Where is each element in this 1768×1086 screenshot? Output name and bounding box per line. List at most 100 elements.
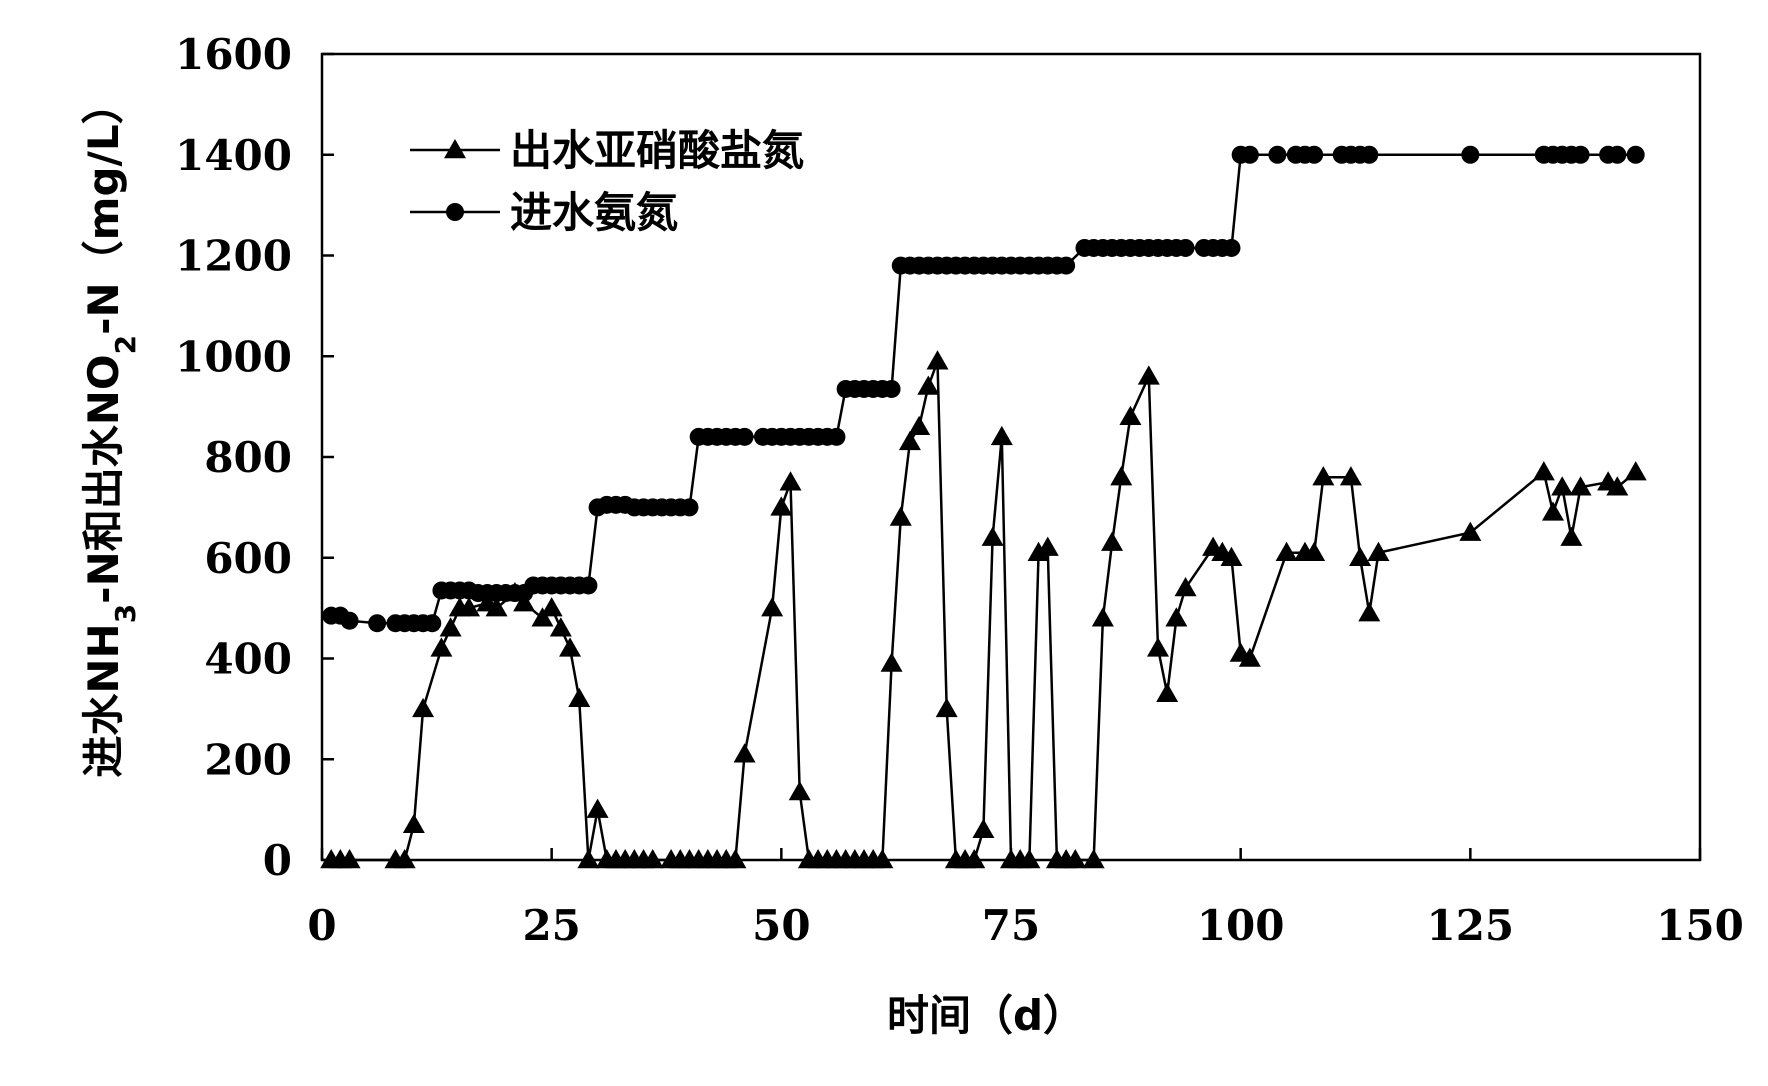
y-tick-label: 1200 <box>175 232 292 281</box>
data-point <box>1174 576 1197 597</box>
data-point <box>1339 466 1362 486</box>
x-tick-label: 125 <box>1426 901 1514 950</box>
data-point <box>1360 145 1379 164</box>
data-point <box>1119 405 1142 425</box>
data-point <box>761 597 784 617</box>
data-point <box>917 375 940 395</box>
data-point <box>1137 365 1160 385</box>
data-point <box>908 415 931 436</box>
data-point <box>1312 466 1335 486</box>
data-point <box>1542 501 1565 521</box>
data-point <box>935 697 958 718</box>
data-point <box>990 425 1013 446</box>
data-point <box>338 849 361 869</box>
data-point <box>402 813 425 833</box>
data-point <box>439 617 462 637</box>
data-point <box>340 611 359 630</box>
data-point <box>1057 256 1076 275</box>
data-point <box>540 597 563 617</box>
data-point <box>882 379 901 398</box>
data-point <box>1571 145 1590 164</box>
data-point <box>1305 145 1324 164</box>
y-tick-label: 0 <box>263 836 292 885</box>
data-point <box>1303 541 1326 561</box>
data-point <box>770 496 793 516</box>
data-point <box>641 849 664 869</box>
data-point <box>579 576 598 595</box>
data-point <box>1626 145 1645 164</box>
legend-item: 进水氨氮 <box>410 188 678 237</box>
data-point <box>1082 849 1105 869</box>
y-tick-label: 1400 <box>175 131 292 180</box>
data-point <box>779 471 802 491</box>
data-point <box>568 687 591 708</box>
data-point <box>724 849 747 869</box>
data-point <box>1624 461 1647 481</box>
y-tick-label: 200 <box>204 735 292 784</box>
data-point <box>889 506 912 526</box>
x-tick-label: 75 <box>982 901 1040 950</box>
series-layer <box>320 145 1647 869</box>
data-point <box>735 427 754 446</box>
data-point <box>871 849 894 869</box>
data-point <box>1367 541 1390 561</box>
data-point <box>926 350 949 370</box>
data-point <box>1238 647 1261 667</box>
data-point <box>1222 238 1241 257</box>
data-point <box>1240 145 1259 164</box>
data-point <box>972 818 995 839</box>
data-point <box>880 652 903 672</box>
data-point <box>1606 476 1629 496</box>
data-point <box>1101 531 1124 551</box>
data-point <box>1608 145 1627 164</box>
y-tick-label: 800 <box>204 433 292 482</box>
data-point <box>577 849 600 869</box>
y-tick-label: 600 <box>204 534 292 583</box>
data-point <box>1027 541 1050 561</box>
data-point <box>1064 849 1087 869</box>
data-point <box>1560 526 1583 546</box>
data-point <box>788 780 811 801</box>
data-point <box>485 597 508 617</box>
data-point <box>586 798 609 818</box>
data-point <box>531 607 554 627</box>
data-point <box>1176 238 1195 257</box>
y-tick-label: 1600 <box>175 30 292 79</box>
y-axis: 0 200 400 600 800 1000 1200 1400 1600 <box>175 30 334 885</box>
legend-label: 出水亚硝酸盐氮 <box>510 126 804 175</box>
data-point <box>1551 476 1574 496</box>
data-point <box>1459 521 1482 541</box>
data-point <box>393 849 416 869</box>
x-tick-label: 100 <box>1197 901 1285 950</box>
data-point <box>898 430 921 451</box>
data-point <box>457 597 480 617</box>
data-point <box>1461 145 1480 164</box>
data-point <box>430 637 453 657</box>
data-point <box>1220 546 1243 566</box>
x-tick-label: 0 <box>307 901 336 950</box>
y-tick-label: 400 <box>204 635 292 684</box>
data-point <box>1275 541 1298 561</box>
data-point <box>1110 466 1133 486</box>
legend-item: 出水亚硝酸盐氮 <box>410 126 804 175</box>
y-tick-label: 1000 <box>175 332 292 381</box>
data-point <box>680 498 699 517</box>
data-point <box>1018 849 1041 869</box>
data-point <box>549 617 572 637</box>
data-point <box>963 849 986 869</box>
data-point <box>1569 476 1592 496</box>
data-point <box>1165 607 1188 627</box>
data-point <box>1358 602 1381 622</box>
data-point <box>1349 546 1372 566</box>
y-axis-title: 进水NH3-N和出水NO2-N（mg/L） <box>79 82 142 777</box>
data-point <box>1268 145 1287 164</box>
data-point <box>733 743 756 763</box>
legend-label: 进水氨氮 <box>510 188 678 237</box>
x-tick-label: 25 <box>522 901 580 950</box>
x-tick-label: 150 <box>1656 901 1744 950</box>
x-axis-title: 时间（d） <box>887 991 1085 1040</box>
x-tick-label: 50 <box>752 901 810 950</box>
series-effluent-nitrite <box>320 350 1647 869</box>
